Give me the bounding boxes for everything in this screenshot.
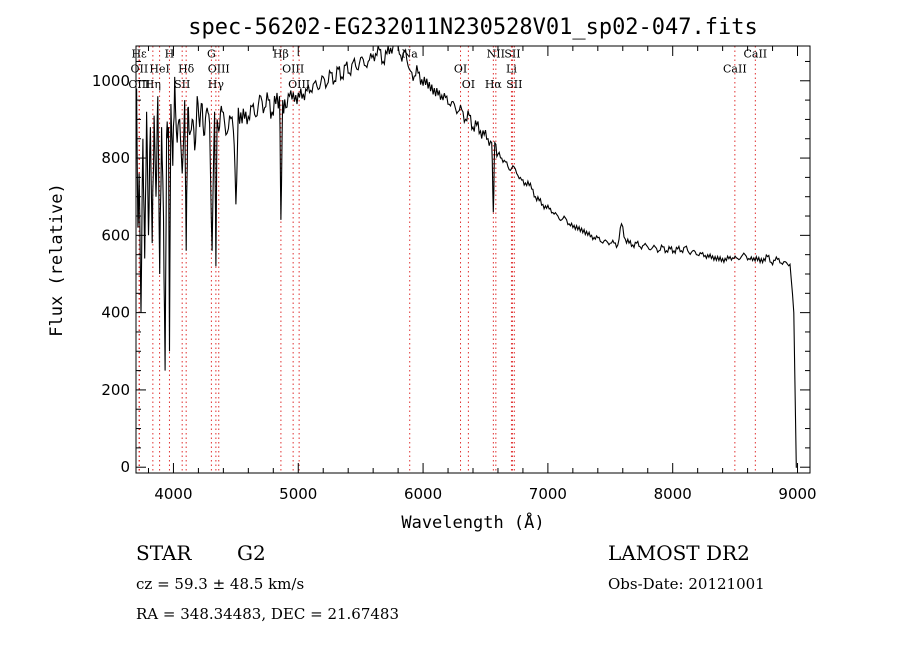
y-tick-label: 800 <box>101 149 130 167</box>
x-tick-label: 7000 <box>529 485 567 503</box>
x-tick-label: 8000 <box>654 485 692 503</box>
object-subclass: G2 <box>237 541 266 565</box>
x-axis-label: Wavelength (Å) <box>401 511 544 533</box>
line-label: SII <box>504 48 520 61</box>
axis-layer: 4000 5000 6000 7000 8000 9000 0 200 400 600 800 100… <box>92 46 817 503</box>
object-class: STAR <box>136 541 192 565</box>
y-tick-label: 1000 <box>92 72 130 90</box>
x-tick-label: 6000 <box>404 485 442 503</box>
line-label: NII <box>487 48 505 61</box>
y-tick-label: 200 <box>101 381 130 399</box>
plot-frame <box>135 45 811 474</box>
line-label: Hε <box>131 48 147 61</box>
line-label: CaII <box>723 62 747 75</box>
survey-name: LAMOST DR2 <box>608 541 750 565</box>
redshift-value: cz = 59.3 ± 48.5 km/s <box>136 575 305 593</box>
line-label: OI <box>462 78 475 91</box>
spectrum-line <box>136 45 797 468</box>
line-label: SII <box>506 78 522 91</box>
obs-date: Obs-Date: 20121001 <box>608 575 765 593</box>
chart-title: spec-56202-EG232011N230528V01_sp02-047.f… <box>188 15 758 40</box>
x-tick-label: 4000 <box>154 485 192 503</box>
line-label: G <box>207 48 216 61</box>
coordinates: RA = 348.34483, DEC = 21.67483 <box>136 605 400 623</box>
line-label: Na <box>402 48 419 61</box>
y-axis-label: Flux (relative) <box>47 183 67 337</box>
line-label: Hδ <box>178 62 195 75</box>
line-label: OIII <box>282 62 304 75</box>
line-label: Hη <box>145 78 161 91</box>
line-label-layer: HεOIIOIIIHηHeIHHδSIIGOIIIHγHβOIIIOIIINaO… <box>128 48 767 91</box>
y-tick-label: 400 <box>101 304 130 322</box>
line-label: OI <box>454 62 467 75</box>
line-label: OII <box>131 62 149 75</box>
line-label: Li <box>506 62 517 75</box>
x-tick-label: 9000 <box>778 485 816 503</box>
line-label: OIII <box>288 78 310 91</box>
line-label: Hβ <box>273 48 289 61</box>
line-label: Hγ <box>208 78 225 91</box>
line-marker-layer <box>138 46 756 473</box>
line-label: Hα <box>485 78 503 91</box>
line-label: CaII <box>743 48 767 61</box>
line-label: OIII <box>208 62 230 75</box>
x-tick-label: 5000 <box>279 485 317 503</box>
y-tick-label: 600 <box>101 226 130 244</box>
line-label: H <box>165 48 175 61</box>
y-tick-label: 0 <box>120 458 130 476</box>
line-label: SII <box>174 78 190 91</box>
line-label: HeI <box>149 62 169 75</box>
